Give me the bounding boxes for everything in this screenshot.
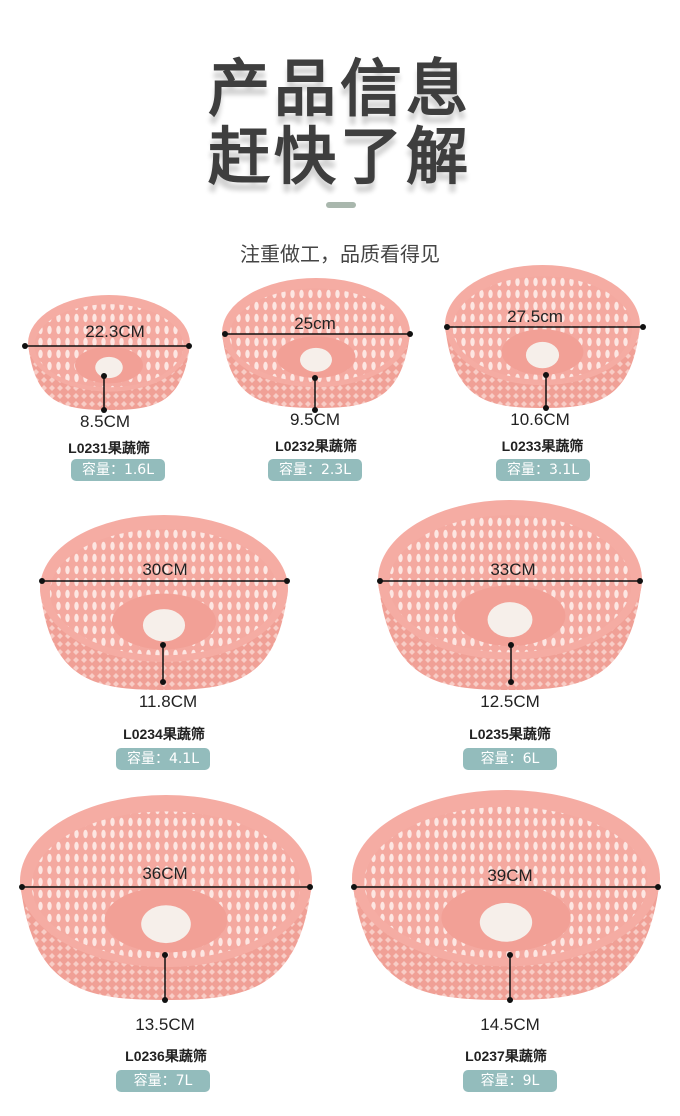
diameter-end-dot [222, 331, 228, 337]
diameter-end-dot [444, 324, 450, 330]
basket-7 [351, 790, 661, 1003]
product-name: L0237果蔬筛 [465, 1048, 547, 1064]
height-label: 13.5CM [135, 1015, 195, 1034]
capacity-badge: 容量：7L [116, 1070, 210, 1092]
basket-interior [452, 276, 633, 380]
diameter-label: 27.5cm [507, 307, 563, 326]
bottom-label-disc [95, 356, 123, 379]
diameter-label: 33CM [490, 560, 536, 579]
bottom-label-disc [479, 902, 533, 942]
diameter-end-dot [307, 884, 313, 890]
height-label: 14.5CM [480, 1015, 540, 1034]
divider [326, 202, 356, 208]
basket-6 [19, 795, 313, 1003]
basket-interior [388, 515, 632, 653]
diameter-end-dot [377, 578, 383, 584]
diameter-label: 39CM [487, 866, 533, 885]
bottom-label-disc [142, 609, 186, 642]
product-name: L0232果蔬筛 [275, 438, 357, 454]
height-label: 8.5CM [79, 412, 131, 431]
diameter-end-dot [284, 578, 290, 584]
product-name: L0231果蔬筛 [68, 440, 150, 456]
diameter-end-dot [19, 884, 25, 890]
diameter-label: 25cm [294, 314, 336, 333]
height-end-dot [507, 997, 513, 1003]
basket-4 [39, 515, 290, 690]
diameter-end-dot [640, 324, 646, 330]
height-label: 10.6CM [510, 410, 570, 429]
diameter-end-dot [351, 884, 357, 890]
capacity-badge: 容量：9L [463, 1070, 557, 1092]
basket-2 [222, 278, 413, 413]
height-end-dot [543, 405, 549, 411]
subtitle: 注重做工，品质看得见 [240, 242, 440, 266]
height-end-dot [101, 373, 107, 379]
product-name: L0236果蔬筛 [125, 1048, 207, 1064]
capacity-badge: 容量：6L [463, 748, 557, 770]
capacity-badge: 容量：1.6L [71, 459, 165, 481]
diameter-label: 22.3CM [85, 322, 145, 341]
diameter-end-dot [22, 343, 28, 349]
capacity-badge: 容量：2.3L [268, 459, 362, 481]
diameter-label: 30CM [142, 560, 188, 579]
diameter-end-dot [407, 331, 413, 337]
product-name: L0234果蔬筛 [123, 726, 205, 742]
diameter-end-dot [39, 578, 45, 584]
title-line-1: 产品信息 [207, 52, 472, 125]
title-line-2: 赶快了解 [207, 120, 472, 193]
height-end-dot [312, 407, 318, 413]
height-end-dot [543, 372, 549, 378]
height-end-dot [101, 407, 107, 413]
height-end-dot [160, 679, 166, 685]
basket-interior [229, 288, 403, 383]
basket-interior [31, 811, 301, 960]
bottom-label-disc [487, 602, 533, 638]
capacity-badge: 容量：4.1L [116, 748, 210, 770]
bottom-label-disc [141, 905, 191, 944]
basket-1 [22, 295, 192, 413]
height-end-dot [508, 642, 514, 648]
basket-3 [444, 265, 646, 411]
height-end-dot [162, 952, 168, 958]
diameter-end-dot [655, 884, 661, 890]
height-label: 9.5CM [289, 410, 341, 429]
basket-interior [364, 806, 648, 959]
height-end-dot [160, 642, 166, 648]
height-end-dot [162, 997, 168, 1003]
height-end-dot [507, 952, 513, 958]
height-label: 12.5CM [480, 692, 540, 711]
product-name: L0233果蔬筛 [501, 438, 584, 454]
height-label: 11.8CM [138, 692, 198, 711]
diameter-end-dot [637, 578, 643, 584]
bottom-label-disc [300, 347, 332, 372]
basket-interior [49, 528, 279, 656]
product-name: L0235果蔬筛 [469, 726, 551, 742]
diameter-label: 36CM [142, 864, 188, 883]
height-end-dot [508, 679, 514, 685]
basket-5 [377, 500, 643, 690]
bottom-label-disc [525, 341, 560, 369]
capacity-badge: 容量：3.1L [496, 459, 590, 481]
diameter-end-dot [186, 343, 192, 349]
height-end-dot [312, 375, 318, 381]
